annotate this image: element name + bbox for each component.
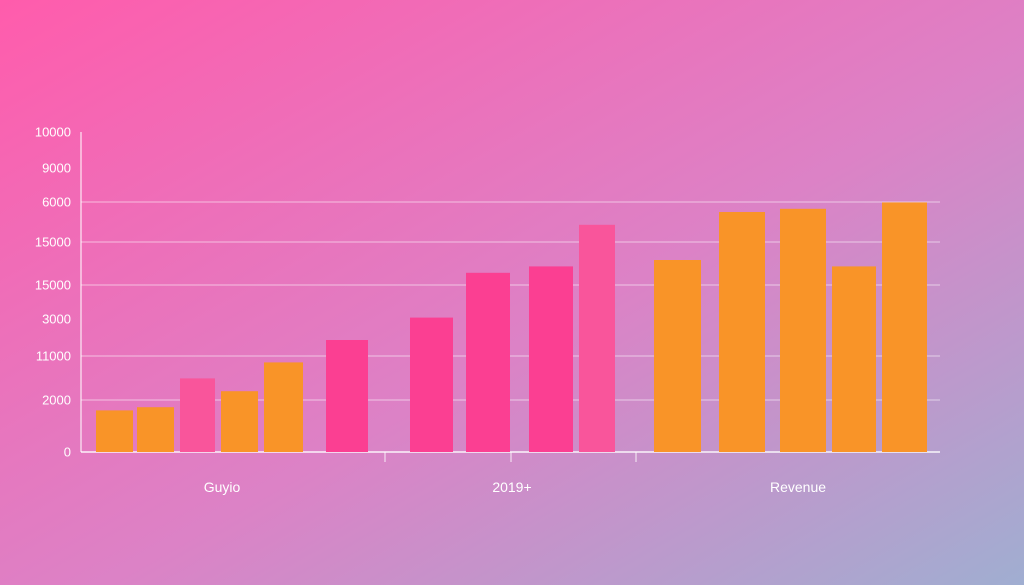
y-tick-labels: 0 2000 11000 3000 15000 15000 6000 9000 10000 (35, 125, 71, 460)
bar-11 (719, 212, 765, 452)
x-group-ticks (384, 452, 637, 462)
bar-4 (264, 362, 303, 452)
x-group-label: 2019+ (492, 479, 531, 495)
y-tick-label: 11000 (36, 349, 71, 364)
bar-5 (326, 340, 368, 452)
bar-0 (96, 410, 133, 452)
y-tick-label: 3000 (42, 312, 71, 327)
y-tick-label: 10000 (35, 125, 71, 140)
y-tick-label: 9000 (42, 161, 71, 176)
y-tick-label: 15000 (35, 235, 71, 250)
bar-2 (180, 378, 215, 452)
bar-14 (882, 202, 927, 452)
x-group-label: Revenue (770, 479, 826, 495)
bar-8 (529, 266, 573, 452)
y-tick-label: 2000 (42, 393, 71, 408)
bar-13 (832, 266, 876, 452)
bar-12 (780, 208, 826, 452)
bar-7 (466, 272, 510, 452)
y-tick-label: 6000 (42, 195, 71, 210)
bars (96, 202, 927, 452)
bar-1 (137, 407, 174, 452)
x-group-labels: Guyio 2019+ Revenue (204, 479, 827, 495)
bar-9 (579, 224, 615, 452)
bar-6 (410, 317, 453, 452)
y-tick-label: 0 (64, 445, 71, 460)
bar-10 (654, 260, 701, 452)
y-tick-label: 15000 (35, 278, 71, 293)
x-group-label: Guyio (204, 479, 241, 495)
bar-3 (221, 391, 258, 452)
